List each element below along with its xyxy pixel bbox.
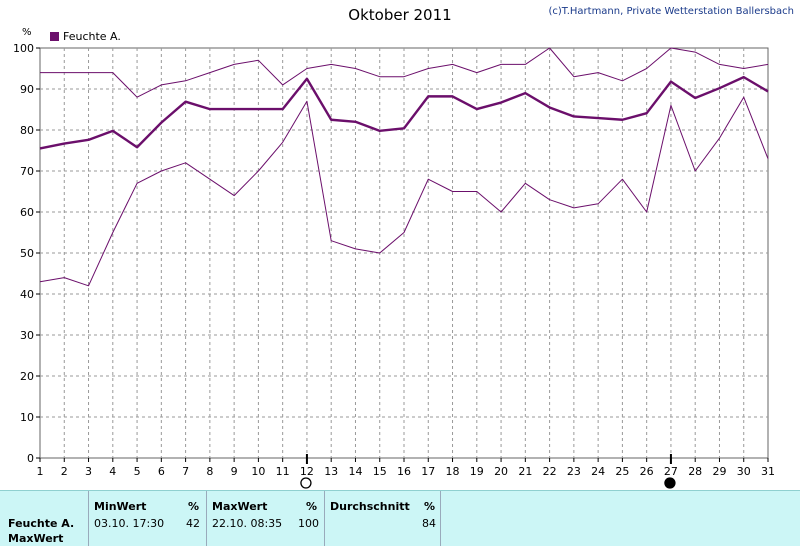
y-tick-label: 0 <box>27 452 34 465</box>
y-tick-label: 10 <box>20 411 34 424</box>
x-tick-label: 23 <box>567 465 581 478</box>
x-tick-label: 31 <box>761 465 775 478</box>
x-tick-label: 17 <box>421 465 435 478</box>
x-tick-label: 24 <box>591 465 605 478</box>
x-tick-label: 25 <box>615 465 629 478</box>
y-tick-label: 100 <box>13 42 34 55</box>
y-tick-label: 40 <box>20 288 34 301</box>
stats-label-cell: Feuchte A. MaxWert <box>0 491 89 546</box>
x-tick-label: 16 <box>397 465 411 478</box>
x-tick-label: 30 <box>737 465 751 478</box>
stats-max-cell: MaxWert % 22.10. 08:35 100 <box>206 491 325 546</box>
x-tick-label: 27 <box>664 465 678 478</box>
x-tick-label: 13 <box>324 465 338 478</box>
avg-unit: % <box>424 500 436 513</box>
full-moon-icon <box>300 477 312 489</box>
y-tick-label: 50 <box>20 247 34 260</box>
chart-title: Oktober 2011 <box>348 6 452 24</box>
x-tick-label: 28 <box>688 465 702 478</box>
x-tick-label: 22 <box>543 465 557 478</box>
series-line-average <box>39 75 769 150</box>
x-tick-label: 11 <box>276 465 290 478</box>
y-tick-label: 70 <box>20 165 34 178</box>
legend-swatch <box>50 32 59 41</box>
stats-avg-cell: Durchschnitt % 84 <box>324 491 441 546</box>
x-tick-label: 8 <box>206 465 213 478</box>
min-unit: % <box>188 500 200 513</box>
y-tick-label: 20 <box>20 370 34 383</box>
y-axis-unit: % <box>22 27 32 38</box>
series <box>39 47 769 287</box>
max-value: 100 <box>298 517 319 530</box>
max-unit: % <box>306 500 318 513</box>
x-tick-label: 4 <box>109 465 116 478</box>
stats-min-cell: MinWert % 03.10. 17:30 42 <box>88 491 207 546</box>
x-tick-label: 10 <box>251 465 265 478</box>
x-tick-label: 6 <box>158 465 165 478</box>
min-header: MinWert <box>94 500 147 513</box>
x-tick-label: 26 <box>640 465 654 478</box>
stats-panel: Feuchte A. MaxWert MinWert % 03.10. 17:3… <box>0 490 800 546</box>
x-tick-label: 2 <box>61 465 68 478</box>
x-tick-label: 18 <box>446 465 460 478</box>
stats-row-sublabel: MaxWert <box>8 532 64 545</box>
moon-markers <box>300 454 676 489</box>
y-tick-label: 60 <box>20 206 34 219</box>
series-line-min <box>39 96 769 287</box>
series-line-max <box>40 47 769 98</box>
copyright-notice: (c)T.Hartmann, Private Wetterstation Bal… <box>548 6 794 17</box>
grid <box>39 47 769 459</box>
x-tick-label: 20 <box>494 465 508 478</box>
x-tick-label: 14 <box>348 465 362 478</box>
x-tick-label: 15 <box>373 465 387 478</box>
legend-label: Feuchte A. <box>63 30 121 43</box>
new-moon-icon <box>664 477 676 489</box>
x-tick-label: 29 <box>712 465 726 478</box>
y-tick-label: 90 <box>20 83 34 96</box>
x-tick-label: 5 <box>134 465 141 478</box>
min-datetime: 03.10. 17:30 <box>94 517 165 530</box>
x-tick-label: 19 <box>470 465 484 478</box>
x-tick-label: 1 <box>37 465 44 478</box>
x-tick-label: 9 <box>231 465 238 478</box>
y-tick-label: 30 <box>20 329 34 342</box>
avg-header: Durchschnitt <box>330 500 410 513</box>
y-tick-label: 80 <box>20 124 34 137</box>
min-value: 42 <box>186 517 200 530</box>
legend: Feuchte A. <box>50 30 121 43</box>
x-tick-label: 7 <box>182 465 189 478</box>
x-tick-label: 12 <box>300 465 314 478</box>
avg-value: 84 <box>422 517 436 530</box>
stats-row-label: Feuchte A. <box>8 517 75 530</box>
max-header: MaxWert <box>212 500 268 513</box>
max-datetime: 22.10. 08:35 <box>212 517 283 530</box>
x-tick-label: 21 <box>518 465 532 478</box>
x-tick-label: 3 <box>85 465 92 478</box>
